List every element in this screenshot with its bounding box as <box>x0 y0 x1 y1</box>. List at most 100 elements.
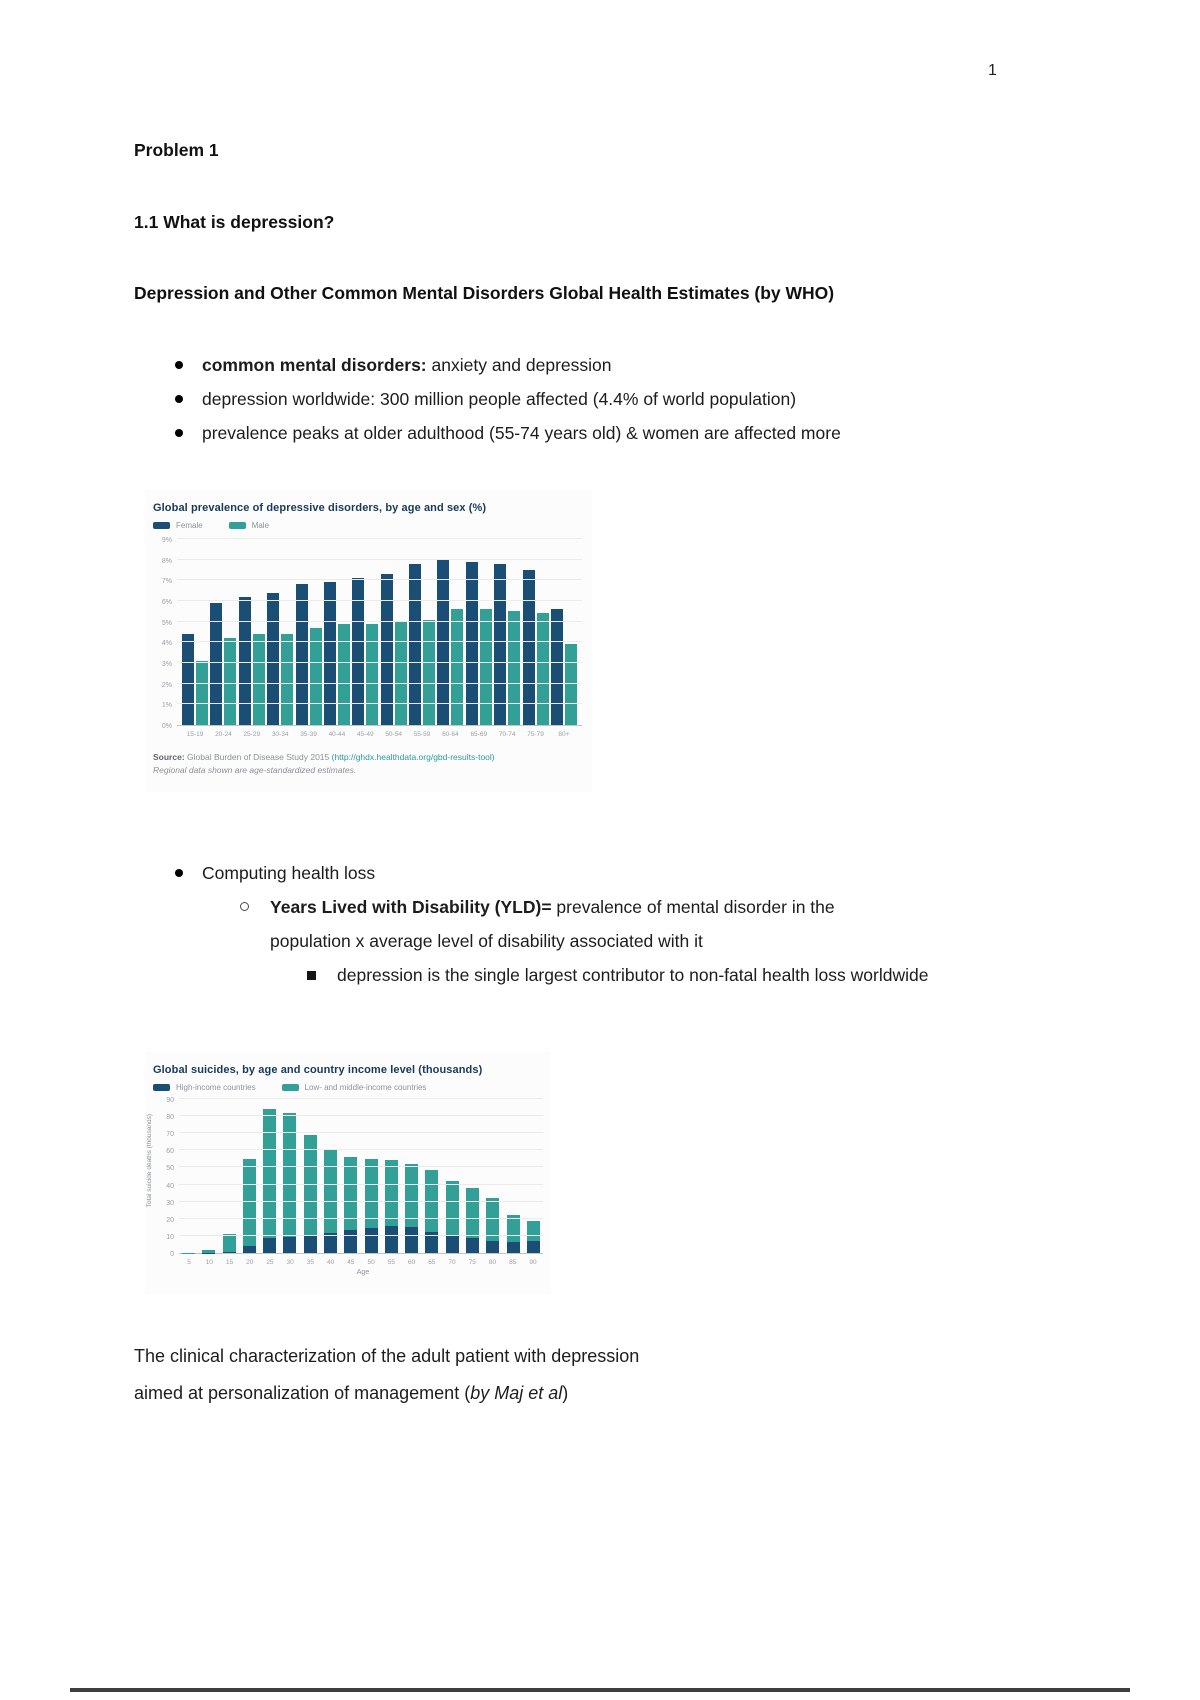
bar-female <box>352 578 365 725</box>
source-label: Source: <box>153 752 185 762</box>
x-tick-label: 35-39 <box>300 731 317 738</box>
heading-what-is-depression: 1.1 What is depression? <box>134 212 335 232</box>
bar-female <box>238 596 251 725</box>
bar-group-45-49 <box>352 578 379 725</box>
legend-label: Female <box>176 521 203 530</box>
stacked-bar-age-35 <box>303 1134 317 1253</box>
bar-male <box>479 609 492 725</box>
legend-swatch <box>281 1084 299 1091</box>
gridline <box>179 1098 543 1099</box>
prevalence-source: Source: Global Burden of Disease Study 2… <box>145 751 592 777</box>
segment-low-middle-income <box>344 1157 358 1230</box>
bar-group-80+ <box>550 609 577 725</box>
bar-male <box>281 634 294 725</box>
list-item: Computing health loss <box>134 856 1134 890</box>
segment-low-middle-income <box>526 1220 540 1242</box>
bar-group-65-69 <box>465 561 492 725</box>
y-tick-label: 4% <box>161 640 172 648</box>
segment-low-middle-income <box>486 1198 500 1242</box>
y-tick-label: 7% <box>161 578 172 586</box>
bar-female <box>380 574 393 725</box>
bar-female <box>494 563 507 725</box>
y-tick-label: 30 <box>166 1199 174 1207</box>
suicides-xaxis-label: Age <box>356 1269 370 1276</box>
footer-heading-line1: The clinical characterization of the adu… <box>134 1346 640 1366</box>
bullet-list-top: common mental disorders: anxiety and dep… <box>134 348 1114 450</box>
x-tick-label: 35 <box>306 1259 315 1266</box>
segment-low-middle-income <box>364 1158 378 1229</box>
segment-high-income <box>465 1238 479 1253</box>
x-tick-label: 70-74 <box>498 731 516 738</box>
footer-heading: The clinical characterization of the adu… <box>134 1338 639 1412</box>
bar-male <box>536 613 549 725</box>
segment-high-income <box>364 1228 378 1253</box>
bar-female <box>210 603 223 725</box>
bar-male <box>394 621 407 725</box>
x-tick-label: 80+ <box>558 731 570 738</box>
stacked-bar-age-30 <box>283 1112 297 1253</box>
source-link: (http://ghdx.healthdata.org/gbd-results-… <box>331 752 495 762</box>
x-tick-label: 50 <box>367 1259 375 1266</box>
x-tick-label: 20-24 <box>215 731 232 738</box>
page-number: 1 <box>988 62 997 79</box>
bar-male <box>196 660 208 725</box>
bullet-dot-icon <box>175 869 183 877</box>
gridline <box>177 579 582 581</box>
heading-problem-1: Problem 1 <box>134 140 219 160</box>
bar-group-70-74 <box>494 563 521 725</box>
gridline <box>179 1149 543 1151</box>
stacked-bar-age-50 <box>364 1158 378 1253</box>
gridline <box>177 703 582 705</box>
bullet-text: anxiety and depression <box>426 355 612 375</box>
bullet-bold-text: Years Lived with Disability (YLD)= <box>270 897 552 917</box>
segment-high-income <box>283 1236 297 1253</box>
x-tick-label: 45-49 <box>356 731 374 738</box>
list-item: common mental disorders: anxiety and dep… <box>134 348 1114 382</box>
x-tick-label: 30 <box>286 1259 294 1266</box>
bullet-square-icon <box>307 971 316 980</box>
bullet-text: Computing health loss <box>202 863 376 883</box>
x-tick-label: 25 <box>266 1259 274 1266</box>
segment-low-middle-income <box>303 1134 317 1236</box>
gridline <box>177 538 582 539</box>
gridline <box>179 1183 543 1185</box>
suicides-yaxis: 90 80 70 60 50 40 30 20 10 0 <box>147 1097 179 1258</box>
bar-female <box>267 592 280 725</box>
stacked-bar-age-45 <box>344 1157 358 1253</box>
stacked-bar-age-80 <box>486 1198 500 1253</box>
x-tick-label: 65 <box>428 1259 436 1266</box>
source-note: Regional data shown are age-standardized… <box>153 765 357 775</box>
gridline <box>177 620 582 622</box>
x-tick-label: 60 <box>407 1259 416 1266</box>
segment-high-income <box>323 1233 337 1253</box>
gridline <box>179 1115 543 1117</box>
list-item: Years Lived with Disability (YLD)= preva… <box>134 890 1134 958</box>
bullet-text: prevalence peaks at older adulthood (55-… <box>202 423 841 443</box>
gridline <box>177 641 582 643</box>
prevalence-plot <box>177 538 582 726</box>
y-tick-label: 90 <box>166 1097 174 1104</box>
stacked-bar-age-70 <box>445 1181 459 1253</box>
segment-low-middle-income <box>263 1109 277 1239</box>
prevalence-yaxis: 9% 8% 7% 6% 5% 4% 3% 2% 1% 0% <box>151 537 177 730</box>
suicides-bars <box>179 1100 543 1253</box>
x-tick-label: 90 <box>529 1259 537 1266</box>
segment-high-income <box>242 1246 256 1253</box>
legend-item: Female <box>153 521 203 530</box>
bar-group-25-29 <box>238 596 265 725</box>
bar-female <box>522 570 535 725</box>
bar-group-30-34 <box>267 592 294 725</box>
prevalence-chart-figure: Global prevalence of depressive disorder… <box>145 490 592 792</box>
segment-high-income <box>445 1235 459 1253</box>
list-item: depression is the single largest contrib… <box>134 958 1134 992</box>
legend-swatch <box>153 1084 170 1091</box>
bar-male <box>451 609 464 725</box>
bullet-dot-icon <box>175 361 183 369</box>
bar-male <box>224 638 237 725</box>
bullet-text: depression worldwide: 300 million people… <box>202 389 797 409</box>
segment-high-income <box>506 1241 520 1253</box>
y-tick-label: 1% <box>161 702 172 710</box>
x-tick-label: 40 <box>327 1259 335 1266</box>
bullet-text: prevalence of mental disorder in the pop… <box>270 897 835 951</box>
